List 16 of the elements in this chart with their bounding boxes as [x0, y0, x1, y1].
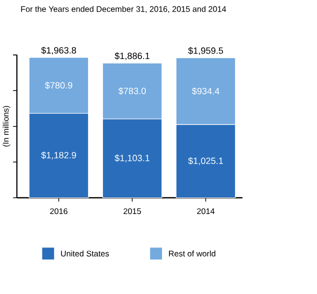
legend-label: Rest of world: [169, 250, 216, 257]
chart-title: For the Years ended December 31, 2016, 2015 and 2014: [21, 6, 226, 13]
data-label: $934.4: [192, 88, 220, 95]
total-label: $1,886.1: [114, 52, 150, 60]
data-label: $1,025.1: [188, 157, 223, 166]
y-axis-title: (In millions): [2, 106, 10, 147]
legend-label: United States: [61, 250, 109, 257]
data-label: $783.0: [118, 87, 146, 95]
total-label: $1,959.5: [188, 47, 224, 56]
x-tick-label: 2016: [50, 208, 68, 214]
data-label: $1,182.9: [41, 152, 76, 160]
x-tick-label: 2014: [197, 208, 215, 214]
x-tick-label: 2015: [124, 208, 141, 214]
data-label: $1,103.1: [114, 154, 150, 162]
total-label: $1,963.8: [41, 46, 76, 55]
data-label: $780.9: [44, 82, 72, 90]
